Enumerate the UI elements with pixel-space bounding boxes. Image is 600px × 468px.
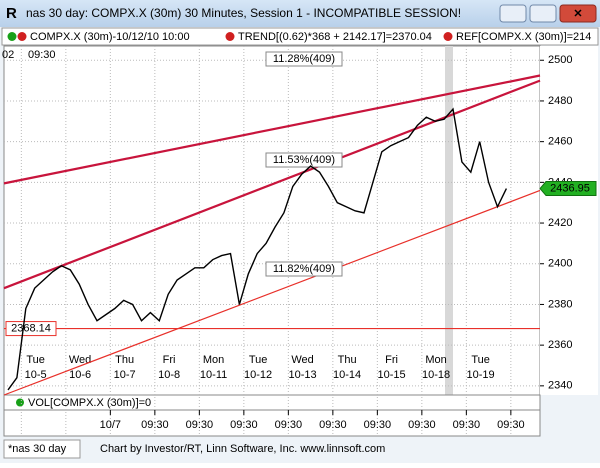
y-tick-label: 2400: [548, 258, 572, 270]
time-label: 09:30: [364, 419, 392, 431]
channel-label: 11.28%(409): [273, 53, 335, 65]
y-tick-label: 2500: [548, 54, 572, 66]
time-label: 09:30: [497, 419, 525, 431]
window-title: nas 30 day: COMPX.X (30m) 30 Minutes, Se…: [26, 6, 461, 20]
x-tick-label: 10-12: [244, 369, 272, 381]
channel-line: [3, 74, 541, 185]
status-bar: [0, 438, 600, 463]
x-tick-label: 10-18: [422, 369, 450, 381]
channel-label: 11.82%(409): [273, 263, 335, 275]
reference-label-box: [5, 321, 57, 337]
time-label: 09:30: [141, 419, 169, 431]
time-label: 09:30: [230, 419, 258, 431]
legend-dot: [7, 32, 17, 41]
x-tick-label: Wed: [69, 354, 91, 366]
x-tick-label: 10-13: [289, 369, 317, 381]
close-button[interactable]: [559, 4, 597, 23]
legend-dot: [225, 32, 235, 41]
legend-dot: [17, 32, 27, 41]
legend-entry: COMPX.X (30m)-10/12/10 10:00: [30, 31, 190, 43]
y-tick-label: 2380: [548, 298, 572, 310]
y-tick-label: 2360: [548, 339, 572, 351]
x-tick-label: Mon: [203, 354, 224, 366]
tab-label: *nas 30 day: [8, 443, 67, 455]
x-tick-label: 10-5: [25, 369, 47, 381]
channel-label-box: [265, 51, 343, 67]
y-tick-label: 2480: [548, 95, 572, 107]
close-icon: ✕: [573, 8, 582, 20]
x-tick-label: 10-8: [158, 369, 180, 381]
channel-line: [3, 189, 541, 396]
maximize-button[interactable]: [529, 4, 557, 23]
x-tick-label: 10-19: [467, 369, 495, 381]
time-label: 09:30: [186, 419, 214, 431]
app-icon: R: [6, 5, 17, 22]
legend-dot: [16, 398, 24, 407]
channel-label-box: [265, 261, 343, 277]
time-label: 09:30: [408, 419, 436, 431]
x-tick-label: Fri: [385, 354, 398, 366]
x-tick-label: Mon: [425, 354, 446, 366]
x-tick-label: 10-6: [69, 369, 91, 381]
x-tick-label: Thu: [338, 354, 357, 366]
time-label: 09:30: [453, 419, 481, 431]
x-tick-label: 10-14: [333, 369, 361, 381]
corner-label: 02: [2, 49, 14, 61]
channel-label: 11.53%(409): [273, 154, 335, 166]
reference-label: 2368.14: [11, 322, 51, 334]
last-price-arrow: [539, 181, 597, 197]
volume-legend: VOL[COMPX.X (30m)]=0: [28, 397, 151, 409]
x-tick-label: Tue: [471, 354, 490, 366]
session-band: [445, 46, 453, 395]
plot-area: [3, 45, 541, 396]
channel-line: [3, 79, 541, 290]
legend-dot: [443, 32, 453, 41]
y-tick-label: 2340: [548, 380, 572, 392]
time-label: 10/7: [100, 419, 121, 431]
price-line: [7, 107, 508, 391]
status-text: Chart by Investor/RT, Linn Software, Inc…: [100, 443, 385, 455]
x-tick-label: Wed: [291, 354, 313, 366]
time-label: 09:30: [319, 419, 347, 431]
x-tick-label: 10-11: [200, 369, 227, 381]
price-axis: [540, 46, 598, 395]
minimize-button[interactable]: [499, 4, 527, 23]
x-tick-label: Tue: [249, 354, 268, 366]
corner-label: 09:30: [28, 49, 56, 61]
time-label: 09:30: [275, 419, 303, 431]
y-tick-label: 2420: [548, 217, 572, 229]
chart-tab[interactable]: [3, 439, 81, 459]
x-tick-label: 10-15: [378, 369, 406, 381]
x-tick-label: Fri: [163, 354, 176, 366]
channel-label-box: [265, 152, 343, 168]
legend-entry: TREND[(0.62)*368 + 2142.17]=2370.04: [238, 31, 432, 43]
last-price-label: 2436.95: [550, 182, 590, 194]
time-axis: [3, 409, 541, 437]
x-tick-label: Thu: [115, 354, 134, 366]
y-tick-label: 2460: [548, 136, 572, 148]
x-tick-label: Tue: [26, 354, 45, 366]
legend-entry: REF[COMPX.X (30m)]=214: [456, 31, 591, 43]
x-tick-label: 10-7: [114, 369, 136, 381]
